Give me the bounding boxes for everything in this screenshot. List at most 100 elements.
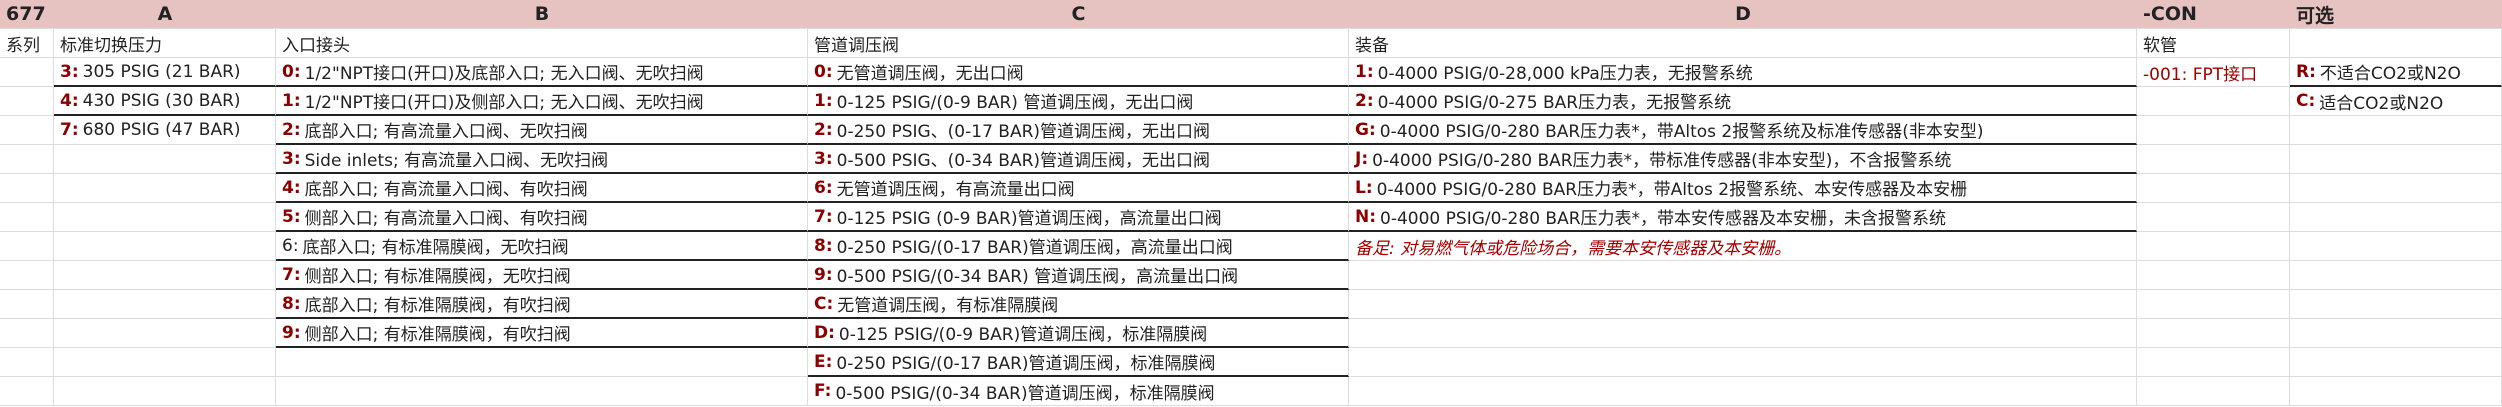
option-b-item[interactable]: 9: 侧部入口; 有标准隔膜阀，有吹扫阀 <box>276 319 808 348</box>
option-b-item[interactable]: 3: Side inlets; 有高流量入口阀、无吹扫阀 <box>276 145 808 174</box>
cell-opt-6[interactable] <box>2290 232 2502 261</box>
option-d-item[interactable]: 2: 0-4000 PSIG/0-275 BAR压力表，无报警系统 <box>1349 87 2137 116</box>
cell-con-10[interactable] <box>2137 348 2290 377</box>
option-c-item[interactable]: 9: 0-500 PSIG/(0-34 BAR) 管道调压阀，高流量出口阀 <box>808 261 1349 290</box>
option-c-item[interactable]: C: 无管道调压阀，有标准隔膜阀 <box>808 290 1349 319</box>
cell-series-8[interactable] <box>0 290 54 319</box>
cell-con-2[interactable] <box>2137 116 2290 145</box>
option-c-item[interactable]: 6: 无管道调压阀，有高流量出口阀 <box>808 174 1349 203</box>
option-a-item[interactable]: 4: 430 PSIG (30 BAR) <box>54 87 276 116</box>
option-d-item[interactable]: 1: 0-4000 PSIG/0-28,000 kPa压力表，无报警系统 <box>1349 58 2137 87</box>
option-b-item[interactable]: 1: 1/2"NPT接口(开口)及侧部入口; 无入口阀、无吹扫阀 <box>276 87 808 116</box>
subheader-2[interactable]: 入口接头 <box>276 29 808 58</box>
option-text: 底部入口; 有高流量入口阀、无吹扫阀 <box>304 122 588 142</box>
cell-d-11[interactable] <box>1349 377 2137 406</box>
option-opt-item[interactable]: R: 不适合CO2或N2O <box>2290 58 2502 87</box>
option-opt-item[interactable]: C: 适合CO2或N2O <box>2290 87 2502 116</box>
cell-d-6[interactable]: 备足: 对易燃气体或危险场合，需要本安传感器及本安栅。 <box>1349 232 2137 261</box>
subheader-6[interactable] <box>2290 29 2502 58</box>
cell-series-4[interactable] <box>0 174 54 203</box>
option-d-item[interactable]: J: 0-4000 PSIG/0-280 BAR压力表*，带标准传感器(非本安型)… <box>1349 145 2137 174</box>
option-b-item[interactable]: 8: 底部入口; 有标准隔膜阀，有吹扫阀 <box>276 290 808 319</box>
option-c-item[interactable]: D: 0-125 PSIG/(0-9 BAR)管道调压阀，标准隔膜阀 <box>808 319 1349 348</box>
cell-a-10[interactable] <box>54 348 276 377</box>
cell-con-1[interactable] <box>2137 87 2290 116</box>
option-code: 2: <box>1355 90 1374 111</box>
cell-con-8[interactable] <box>2137 290 2290 319</box>
option-c-item[interactable]: E: 0-250 PSIG/(0-17 BAR)管道调压阀，标准隔膜阀 <box>808 348 1349 377</box>
cell-con-4[interactable] <box>2137 174 2290 203</box>
cell-opt-9[interactable] <box>2290 319 2502 348</box>
cell-a-9[interactable] <box>54 319 276 348</box>
column-header-2: C <box>808 0 1349 29</box>
cell-con-3[interactable] <box>2137 145 2290 174</box>
subheader-3[interactable]: 管道调压阀 <box>808 29 1349 58</box>
option-b-item[interactable]: 2: 底部入口; 有高流量入口阀、无吹扫阀 <box>276 116 808 145</box>
option-c-item[interactable]: F: 0-500 PSIG/(0-34 BAR)管道调压阀，标准隔膜阀 <box>808 377 1349 406</box>
cell-con-5[interactable] <box>2137 203 2290 232</box>
option-c-item[interactable]: 1: 0-125 PSIG/(0-9 BAR) 管道调压阀，无出口阀 <box>808 87 1349 116</box>
cell-opt-7[interactable] <box>2290 261 2502 290</box>
cell-con-6[interactable] <box>2137 232 2290 261</box>
option-d-item[interactable]: G: 0-4000 PSIG/0-280 BAR压力表*，带Altos 2报警系统… <box>1349 116 2137 145</box>
option-code: 2: <box>282 119 301 140</box>
cell-opt-4[interactable] <box>2290 174 2502 203</box>
cell-opt-5[interactable] <box>2290 203 2502 232</box>
cell-series-11[interactable] <box>0 377 54 406</box>
cell-b-11[interactable] <box>276 377 808 406</box>
cell-series-10[interactable] <box>0 348 54 377</box>
cell-a-8[interactable] <box>54 290 276 319</box>
subheader-0[interactable]: 系列 <box>0 29 54 58</box>
cell-series-7[interactable] <box>0 261 54 290</box>
option-b-item[interactable]: 7: 侧部入口; 有标准隔膜阀，无吹扫阀 <box>276 261 808 290</box>
cell-opt-8[interactable] <box>2290 290 2502 319</box>
option-b-item[interactable]: 5: 侧部入口; 有高流量入口阀、有吹扫阀 <box>276 203 808 232</box>
option-c-item[interactable]: 8: 0-250 PSIG/(0-17 BAR)管道调压阀，高流量出口阀 <box>808 232 1349 261</box>
cell-a-3[interactable] <box>54 145 276 174</box>
option-c-item[interactable]: 7: 0-125 PSIG (0-9 BAR)管道调压阀，高流量出口阀 <box>808 203 1349 232</box>
cell-series-1[interactable] <box>0 87 54 116</box>
option-d-item[interactable]: N: 0-4000 PSIG/0-280 BAR压力表*，带本安传感器及本安栅，未… <box>1349 203 2137 232</box>
cell-d-10[interactable] <box>1349 348 2137 377</box>
option-con-item[interactable]: -001: FPT接口 <box>2137 58 2290 87</box>
cell-series-2[interactable] <box>0 116 54 145</box>
cell-opt-10[interactable] <box>2290 348 2502 377</box>
option-code: 7: <box>60 120 79 140</box>
option-c-item[interactable]: 2: 0-250 PSIG、(0-17 BAR)管道调压阀，无出口阀 <box>808 116 1349 145</box>
subheader-5[interactable]: 软管 <box>2137 29 2290 58</box>
option-a-item[interactable]: 7: 680 PSIG (47 BAR) <box>54 116 276 145</box>
option-text: 0-250 PSIG/(0-17 BAR)管道调压阀，高流量出口阀 <box>836 238 1233 258</box>
cell-a-11[interactable] <box>54 377 276 406</box>
subheader-4[interactable]: 装备 <box>1349 29 2137 58</box>
cell-a-5[interactable] <box>54 203 276 232</box>
cell-series-0[interactable] <box>0 58 54 87</box>
option-text: 0-125 PSIG/(0-9 BAR)管道调压阀，标准隔膜阀 <box>838 325 1208 345</box>
cell-con-9[interactable] <box>2137 319 2290 348</box>
cell-series-6[interactable] <box>0 232 54 261</box>
cell-opt-2[interactable] <box>2290 116 2502 145</box>
cell-series-9[interactable] <box>0 319 54 348</box>
cell-series-5[interactable] <box>0 203 54 232</box>
option-b-item[interactable]: 4: 底部入口; 有高流量入口阀、有吹扫阀 <box>276 174 808 203</box>
option-text: 无管道调压阀，有标准隔膜阀 <box>837 296 1059 316</box>
option-b-item[interactable]: 0: 1/2"NPT接口(开口)及底部入口; 无入口阀、无吹扫阀 <box>276 58 808 87</box>
cell-a-4[interactable] <box>54 174 276 203</box>
cell-con-11[interactable] <box>2137 377 2290 406</box>
cell-a-7[interactable] <box>54 261 276 290</box>
option-b-item[interactable]: 6: 底部入口; 有标准隔膜阀，无吹扫阀 <box>276 232 808 261</box>
cell-d-9[interactable] <box>1349 319 2137 348</box>
option-text: 0-125 PSIG/(0-9 BAR) 管道调压阀，无出口阀 <box>836 93 1194 113</box>
cell-d-8[interactable] <box>1349 290 2137 319</box>
cell-con-7[interactable] <box>2137 261 2290 290</box>
cell-b-10[interactable] <box>276 348 808 377</box>
option-c-item[interactable]: 3: 0-500 PSIG、(0-34 BAR)管道调压阀，无出口阀 <box>808 145 1349 174</box>
cell-opt-11[interactable] <box>2290 377 2502 406</box>
option-d-item[interactable]: L: 0-4000 PSIG/0-280 BAR压力表*，带Altos 2报警系统… <box>1349 174 2137 203</box>
cell-d-7[interactable] <box>1349 261 2137 290</box>
cell-opt-3[interactable] <box>2290 145 2502 174</box>
cell-series-3[interactable] <box>0 145 54 174</box>
subheader-1[interactable]: 标准切换压力 <box>54 29 276 58</box>
option-c-item[interactable]: 0: 无管道调压阀，无出口阀 <box>808 58 1349 87</box>
cell-a-6[interactable] <box>54 232 276 261</box>
option-a-item[interactable]: 3: 305 PSIG (21 BAR) <box>54 58 276 87</box>
